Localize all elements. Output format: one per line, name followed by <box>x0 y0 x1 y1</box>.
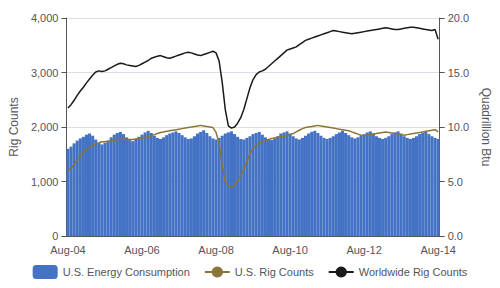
svg-text:Aug-10: Aug-10 <box>272 244 307 256</box>
svg-text:Aug-12: Aug-12 <box>346 244 381 256</box>
svg-text:Quadrillion Btu: Quadrillion Btu <box>479 88 493 167</box>
svg-text:10.0: 10.0 <box>448 121 469 133</box>
svg-text:0.0: 0.0 <box>448 230 463 242</box>
svg-text:Rig Counts: Rig Counts <box>7 97 21 156</box>
svg-text:1,000: 1,000 <box>31 176 59 188</box>
svg-text:3,000: 3,000 <box>31 67 59 79</box>
svg-text:U.S. Rig Counts: U.S. Rig Counts <box>235 266 314 278</box>
svg-text:4,000: 4,000 <box>31 12 59 24</box>
svg-text:20.0: 20.0 <box>448 12 469 24</box>
svg-text:Aug-04: Aug-04 <box>50 244 85 256</box>
svg-text:Aug-06: Aug-06 <box>124 244 159 256</box>
svg-text:Aug-08: Aug-08 <box>198 244 233 256</box>
svg-text:15.0: 15.0 <box>448 67 469 79</box>
svg-text:5.0: 5.0 <box>448 176 463 188</box>
svg-text:U.S. Energy Consumption: U.S. Energy Consumption <box>63 266 190 278</box>
svg-text:Aug-14: Aug-14 <box>420 244 455 256</box>
svg-text:0: 0 <box>52 230 58 242</box>
svg-text:2,000: 2,000 <box>31 121 59 133</box>
svg-text:Worldwide Rig Counts: Worldwide Rig Counts <box>359 266 468 278</box>
